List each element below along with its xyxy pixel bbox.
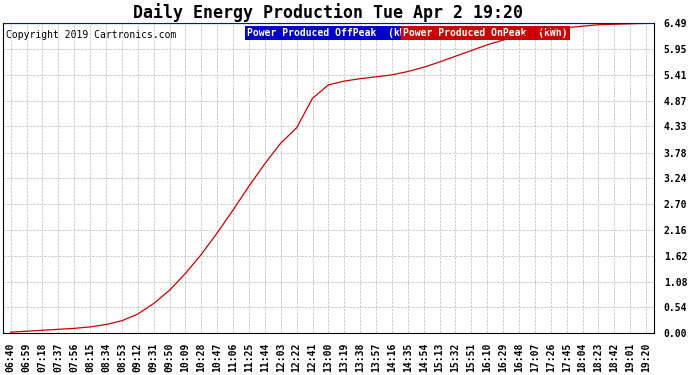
Text: Copyright 2019 Cartronics.com: Copyright 2019 Cartronics.com	[6, 30, 177, 39]
Text: Power Produced OnPeak  (kWh): Power Produced OnPeak (kWh)	[403, 28, 568, 38]
Text: Power Produced OffPeak  (kWh): Power Produced OffPeak (kWh)	[247, 28, 417, 38]
Title: Daily Energy Production Tue Apr 2 19:20: Daily Energy Production Tue Apr 2 19:20	[133, 3, 524, 22]
